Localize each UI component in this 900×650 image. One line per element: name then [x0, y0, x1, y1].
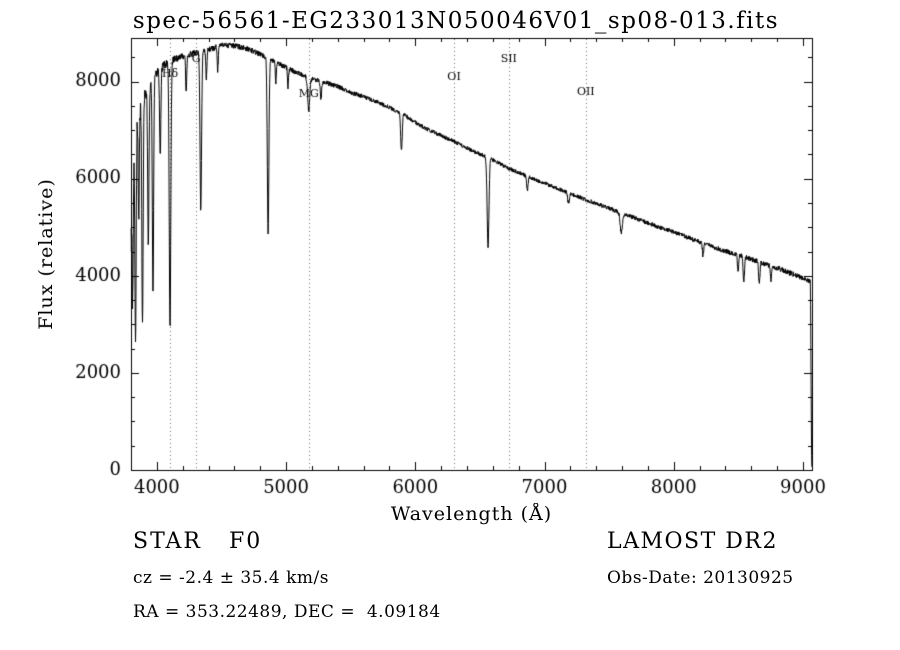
- x-axis-label: Wavelength (Å): [390, 503, 553, 525]
- observation-date-label: Obs-Date: 20130925: [607, 568, 794, 588]
- radial-velocity-label: cz = -2.4 ± 35.4 km/s: [133, 568, 329, 588]
- y-axis-label: Flux (relative): [35, 178, 57, 330]
- object-classification-label: STAR F0: [133, 529, 263, 554]
- ra-dec-label: RA = 353.22489, DEC = 4.09184: [133, 602, 441, 622]
- survey-release-label: LAMOST DR2: [607, 529, 778, 554]
